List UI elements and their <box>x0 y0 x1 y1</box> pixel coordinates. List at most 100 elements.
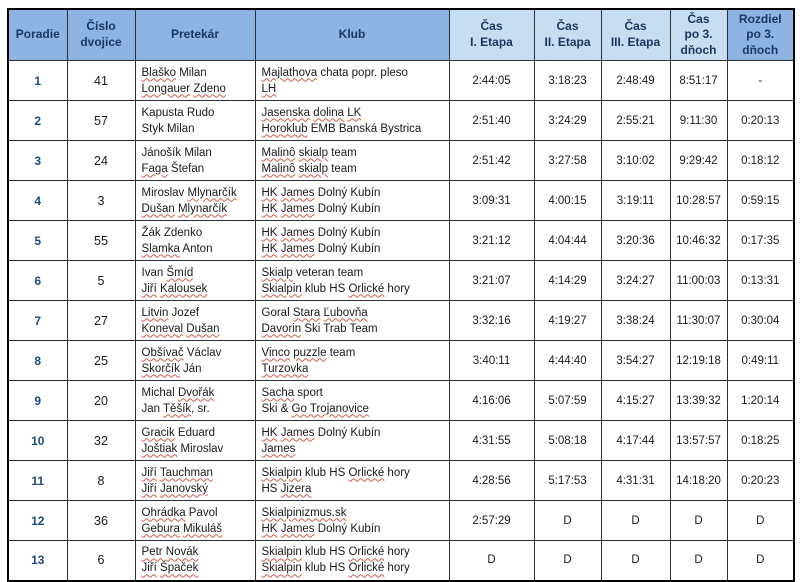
club-cell[interactable]: Goral Stara Ľubovňa Davorin Ski Trab Tea… <box>254 300 450 341</box>
time-stage1-cell[interactable]: D <box>448 540 535 581</box>
time-stage3-cell[interactable]: 2:55:21 <box>600 100 671 141</box>
time-total-cell[interactable]: 11:30:07 <box>669 300 728 341</box>
time-stage3-cell[interactable]: 3:38:24 <box>600 300 671 341</box>
time-stage1-cell[interactable]: 2:44:05 <box>448 60 535 101</box>
competitors-cell[interactable]: Blaško Milan Longauer Zdeno <box>134 60 256 101</box>
pair-number-cell[interactable]: 25 <box>66 340 136 381</box>
pair-number-cell[interactable]: 32 <box>66 420 136 461</box>
header-klub[interactable]: Klub <box>254 8 450 61</box>
time-stage2-cell[interactable]: 5:08:18 <box>533 420 602 461</box>
time-total-cell[interactable]: 10:28:57 <box>669 180 728 221</box>
pair-number-cell[interactable]: 36 <box>66 500 136 541</box>
club-cell[interactable]: Sacha sport Ski & Go Trojanovice <box>254 380 450 421</box>
time-total-cell[interactable]: 13:39:32 <box>669 380 728 421</box>
time-stage1-cell[interactable]: 3:40:11 <box>448 340 535 381</box>
rank-cell[interactable]: 4 <box>7 180 68 221</box>
rank-cell[interactable]: 10 <box>7 420 68 461</box>
rank-cell[interactable]: 12 <box>7 500 68 541</box>
time-stage2-cell[interactable]: 5:17:53 <box>533 460 602 501</box>
time-gap-cell[interactable]: 0:18:25 <box>726 420 795 461</box>
competitors-cell[interactable]: Kapusta Rudo Styk Milan <box>134 100 256 141</box>
time-stage2-cell[interactable]: 4:04:44 <box>533 220 602 261</box>
header-cas-etapa1[interactable]: Čas I. Etapa <box>448 8 535 61</box>
time-stage3-cell[interactable]: 4:17:44 <box>600 420 671 461</box>
club-cell[interactable]: Skialpin klub HS Orlické hory HS Jizera <box>254 460 450 501</box>
time-stage1-cell[interactable]: 2:51:42 <box>448 140 535 181</box>
header-cislo-dvojice[interactable]: Číslo dvojice <box>66 8 136 61</box>
header-cas-etapa3[interactable]: Čas III. Etapa <box>600 8 671 61</box>
competitors-cell[interactable]: Jánošík Milan Faga Štefan <box>134 140 256 181</box>
time-stage3-cell[interactable]: 3:20:36 <box>600 220 671 261</box>
pair-number-cell[interactable]: 24 <box>66 140 136 181</box>
pair-number-cell[interactable]: 41 <box>66 60 136 101</box>
rank-cell[interactable]: 2 <box>7 100 68 141</box>
time-total-cell[interactable]: 13:57:57 <box>669 420 728 461</box>
header-cas-etapa2[interactable]: Čas II. Etapa <box>533 8 602 61</box>
header-cas-po-3-dnoch[interactable]: Čas po 3. dňoch <box>669 8 728 61</box>
rank-cell[interactable]: 7 <box>7 300 68 341</box>
club-cell[interactable]: Jasenska dolina LK Horoklub EMB Banská B… <box>254 100 450 141</box>
pair-number-cell[interactable]: 27 <box>66 300 136 341</box>
header-poradie[interactable]: Poradie <box>7 8 68 61</box>
time-stage2-cell[interactable]: 3:24:29 <box>533 100 602 141</box>
time-stage1-cell[interactable]: 3:21:12 <box>448 220 535 261</box>
time-stage2-cell[interactable]: 4:44:40 <box>533 340 602 381</box>
time-stage2-cell[interactable]: 5:07:59 <box>533 380 602 421</box>
club-cell[interactable]: HK James Dolný Kubín James <box>254 420 450 461</box>
time-total-cell[interactable]: D <box>669 540 728 581</box>
rank-cell[interactable]: 13 <box>7 540 68 581</box>
time-gap-cell[interactable]: 0:13:31 <box>726 260 795 301</box>
club-cell[interactable]: HK James Dolný Kubín HK James Dolný Kubí… <box>254 180 450 221</box>
time-total-cell[interactable]: D <box>669 500 728 541</box>
competitors-cell[interactable]: Litvin Jozef Koneval Dušan <box>134 300 256 341</box>
header-pretekar[interactable]: Pretekár <box>134 8 256 61</box>
rank-cell[interactable]: 11 <box>7 460 68 501</box>
time-stage3-cell[interactable]: 3:10:02 <box>600 140 671 181</box>
club-cell[interactable]: Vinco puzzle team Turzovka <box>254 340 450 381</box>
time-total-cell[interactable]: 14:18:20 <box>669 460 728 501</box>
time-stage2-cell[interactable]: D <box>533 540 602 581</box>
time-total-cell[interactable]: 10:46:32 <box>669 220 728 261</box>
time-gap-cell[interactable]: 0:20:23 <box>726 460 795 501</box>
time-stage3-cell[interactable]: 3:54:27 <box>600 340 671 381</box>
time-stage3-cell[interactable]: 4:31:31 <box>600 460 671 501</box>
time-stage3-cell[interactable]: D <box>600 540 671 581</box>
time-stage2-cell[interactable]: 3:27:58 <box>533 140 602 181</box>
time-stage1-cell[interactable]: 2:57:29 <box>448 500 535 541</box>
time-stage2-cell[interactable]: 4:00:15 <box>533 180 602 221</box>
rank-cell[interactable]: 5 <box>7 220 68 261</box>
time-stage3-cell[interactable]: 4:15:27 <box>600 380 671 421</box>
time-gap-cell[interactable]: 0:59:15 <box>726 180 795 221</box>
pair-number-cell[interactable]: 5 <box>66 260 136 301</box>
pair-number-cell[interactable]: 57 <box>66 100 136 141</box>
competitors-cell[interactable]: Petr Novák Jiří Špaček <box>134 540 256 581</box>
time-stage1-cell[interactable]: 3:09:31 <box>448 180 535 221</box>
rank-cell[interactable]: 1 <box>7 60 68 101</box>
pair-number-cell[interactable]: 8 <box>66 460 136 501</box>
time-stage3-cell[interactable]: 3:24:27 <box>600 260 671 301</box>
header-rozdiel-po-3-dnoch[interactable]: Rozdiel po 3. dňoch <box>726 8 795 61</box>
time-stage2-cell[interactable]: D <box>533 500 602 541</box>
club-cell[interactable]: HK James Dolný Kubín HK James Dolný Kubí… <box>254 220 450 261</box>
time-stage3-cell[interactable]: D <box>600 500 671 541</box>
pair-number-cell[interactable]: 6 <box>66 540 136 581</box>
club-cell[interactable]: Skialpin klub HS Orlické hory Skialpin k… <box>254 540 450 581</box>
time-stage1-cell[interactable]: 4:31:55 <box>448 420 535 461</box>
time-total-cell[interactable]: 12:19:18 <box>669 340 728 381</box>
time-stage1-cell[interactable]: 3:21:07 <box>448 260 535 301</box>
time-total-cell[interactable]: 9:11:30 <box>669 100 728 141</box>
rank-cell[interactable]: 3 <box>7 140 68 181</box>
time-stage1-cell[interactable]: 3:32:16 <box>448 300 535 341</box>
time-stage1-cell[interactable]: 4:16:06 <box>448 380 535 421</box>
time-gap-cell[interactable]: 0:20:13 <box>726 100 795 141</box>
time-stage1-cell[interactable]: 4:28:56 <box>448 460 535 501</box>
club-cell[interactable]: Skialp veteran team Skialpin klub HS Orl… <box>254 260 450 301</box>
time-gap-cell[interactable]: 0:30:04 <box>726 300 795 341</box>
time-gap-cell[interactable]: 1:20:14 <box>726 380 795 421</box>
pair-number-cell[interactable]: 55 <box>66 220 136 261</box>
time-stage2-cell[interactable]: 4:19:27 <box>533 300 602 341</box>
competitors-cell[interactable]: Ohrádka Pavol Gebura Mikuláš <box>134 500 256 541</box>
pair-number-cell[interactable]: 3 <box>66 180 136 221</box>
rank-cell[interactable]: 9 <box>7 380 68 421</box>
competitors-cell[interactable]: Jiří Tauchman Jiří Janovský <box>134 460 256 501</box>
